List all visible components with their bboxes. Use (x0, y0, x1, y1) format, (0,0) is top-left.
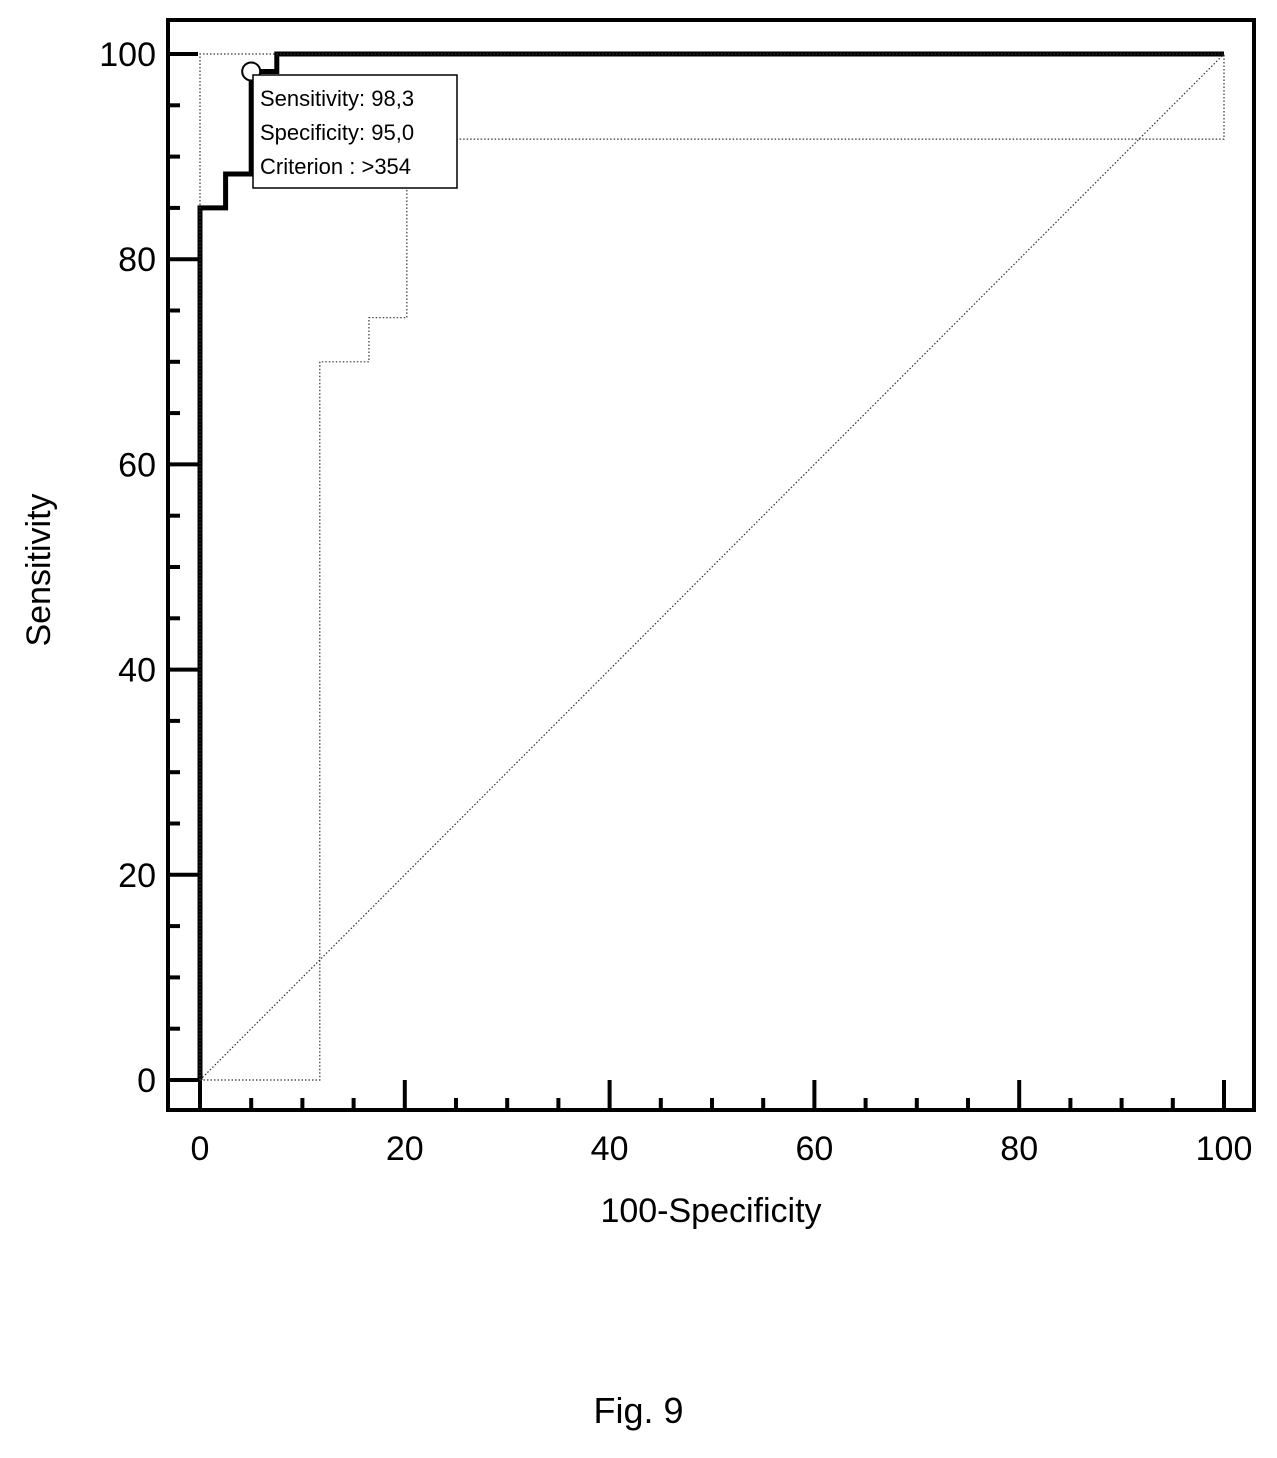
y-tick-label: 0 (137, 1062, 156, 1100)
annotation-box (252, 74, 458, 189)
y-tick-label: 40 (118, 652, 156, 690)
x-tick-label: 20 (386, 1130, 424, 1168)
chart-series (197, 51, 1225, 1081)
annotation-criterion: Criterion : >354 (260, 154, 411, 179)
x-tick-label: 80 (1000, 1130, 1038, 1168)
axis-tick-labels: 0 20 40 60 80 100 0 20 40 60 80 100 (99, 36, 1252, 1168)
y-axis-title: Sensitivity (20, 493, 58, 646)
x-tick-label: 0 (191, 1130, 210, 1168)
series-confidence-bound-upper (199, 53, 1224, 1080)
annotation-sensitivity: Sensitivity: 98,3 (260, 86, 414, 111)
x-tick-label: 60 (795, 1130, 833, 1168)
y-tick-label: 60 (118, 446, 156, 484)
criterion-annotation: Sensitivity: 98,3 Specificity: 95,0 Crit… (252, 74, 458, 189)
axis-ticks (168, 52, 1226, 1110)
series-confidence-bound-lower (200, 54, 1225, 1081)
x-tick-label: 40 (591, 1130, 629, 1168)
series-reference-diagonal (199, 53, 1225, 1081)
y-tick-label: 100 (99, 36, 156, 74)
annotation-specificity: Specificity: 95,0 (260, 120, 414, 145)
figure-caption: Fig. 9 (593, 1390, 684, 1431)
y-tick-label: 20 (118, 857, 156, 895)
x-tick-label: 100 (1196, 1130, 1253, 1168)
x-axis-title: 100-Specificity (600, 1192, 821, 1230)
series-roc-curve (197, 51, 1224, 1080)
y-tick-label: 80 (118, 241, 156, 279)
